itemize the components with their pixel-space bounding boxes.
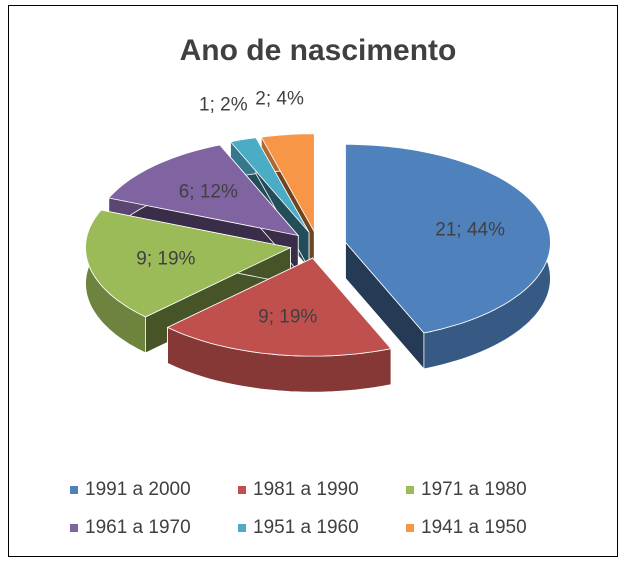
slice-top bbox=[166, 257, 392, 357]
slice-top bbox=[85, 209, 292, 318]
legend-swatch bbox=[238, 524, 246, 532]
slice-top bbox=[260, 133, 315, 234]
chart-title: Ano de nascimento bbox=[180, 34, 457, 67]
slice-top bbox=[345, 143, 551, 334]
legend-label: 1981 a 1990 bbox=[253, 479, 359, 500]
slice-top bbox=[229, 137, 310, 233]
data-label: 9; 19% bbox=[258, 307, 317, 328]
data-label: 2; 4% bbox=[255, 88, 304, 109]
legend-label: 1971 a 1980 bbox=[421, 479, 527, 500]
data-label: 6; 12% bbox=[179, 182, 238, 203]
legend-swatch bbox=[70, 524, 78, 532]
legend-swatch bbox=[238, 486, 246, 494]
legend-swatch bbox=[406, 486, 414, 494]
data-label: 1; 2% bbox=[199, 95, 248, 116]
pie-slice bbox=[345, 143, 551, 370]
slice-top bbox=[108, 144, 300, 237]
data-label: 21; 44% bbox=[435, 220, 505, 241]
legend-label: 1991 a 2000 bbox=[85, 479, 191, 500]
legend-label: 1941 a 1950 bbox=[421, 517, 527, 538]
legend-label: 1961 a 1970 bbox=[85, 517, 191, 538]
legend-swatch bbox=[406, 524, 414, 532]
legend-swatch bbox=[70, 486, 78, 494]
legend-label: 1951 a 1960 bbox=[253, 517, 359, 538]
pie-slice bbox=[166, 257, 392, 393]
data-label: 9; 19% bbox=[136, 248, 195, 269]
